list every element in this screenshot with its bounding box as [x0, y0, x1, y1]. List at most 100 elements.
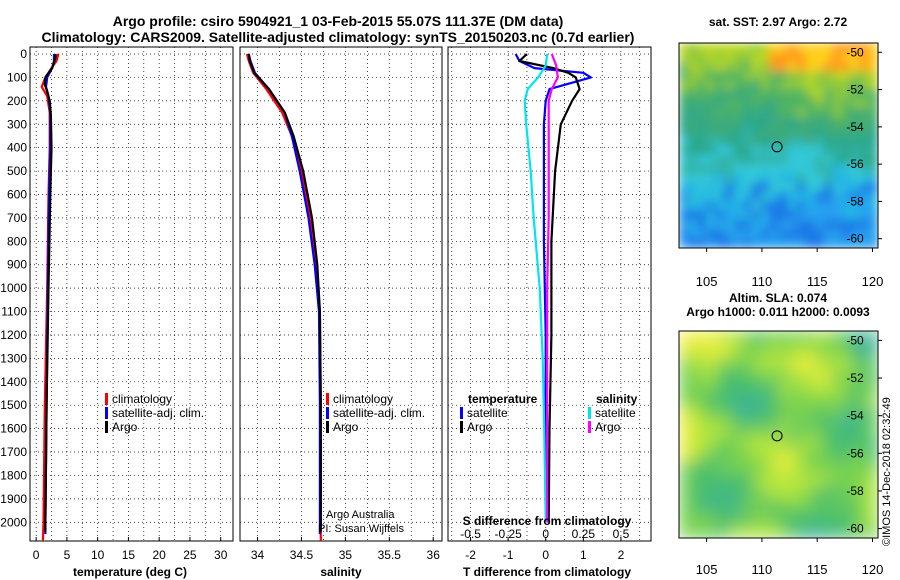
heatmap-cell — [865, 434, 878, 448]
heatmap-cell — [805, 182, 816, 193]
heatmap-cell — [805, 80, 816, 91]
argo-location-marker-sla — [771, 430, 783, 442]
s-difference-label: S difference from climatology — [463, 514, 632, 528]
heatmap-cell — [679, 98, 689, 109]
heatmap-cell — [688, 52, 698, 63]
heatmap-cell — [679, 173, 689, 184]
heatmap-cell — [850, 220, 861, 230]
heatmap-cell — [823, 164, 834, 174]
heatmap-cell — [715, 182, 725, 193]
map-y-tick-label: -58 — [846, 484, 864, 498]
heatmap-cell — [814, 136, 825, 147]
heatmap-cell — [679, 71, 689, 81]
heatmap-cell — [865, 486, 878, 500]
heatmap-cell — [869, 238, 878, 248]
heatmap-cell — [751, 145, 761, 156]
heatmap-cell — [828, 343, 842, 358]
sla-map-title: Altim. SLA: 0.074 — [729, 291, 827, 305]
map-y-tick-label: -50 — [846, 45, 864, 59]
heatmap-cell — [787, 238, 798, 248]
heatmap-cell — [859, 164, 870, 174]
heatmap-cell — [778, 136, 789, 147]
heatmap-cell — [787, 108, 798, 119]
heatmap-cell — [715, 145, 725, 156]
heatmap-cell — [832, 173, 843, 184]
x-tick-label: 30 — [214, 548, 228, 562]
map-x-tick-label: 105 — [696, 562, 718, 577]
heatmap-cell — [796, 80, 807, 91]
heatmap-cell — [869, 117, 878, 128]
depth-tick-label: 0 — [20, 47, 27, 61]
heatmap-cell — [814, 126, 825, 137]
s-difference-x-ticks: -0.5 -0.25 0 0.25 0.5 — [460, 527, 629, 541]
heatmap-cell — [716, 408, 730, 423]
heatmap-cell — [742, 220, 752, 230]
map-y-tick-label: -58 — [846, 194, 864, 208]
heatmap-cell — [803, 434, 817, 448]
depth-tick-label: 1400 — [0, 375, 27, 389]
heatmap-cell — [803, 525, 817, 538]
heatmap-cell — [742, 210, 752, 221]
heatmap-cell — [787, 80, 798, 91]
heatmap-cell — [703, 434, 717, 448]
heatmap-cell — [859, 173, 870, 184]
temperature-x-ticks: 0 5 10 15 20 25 30 — [33, 537, 228, 562]
heatmap-cell — [751, 117, 761, 128]
heatmap-cell — [679, 136, 689, 147]
heatmap-cell — [766, 499, 780, 513]
x-tick-label: 35 — [339, 548, 353, 562]
heatmap-cell — [715, 126, 725, 137]
heatmap-cell — [766, 434, 780, 448]
heatmap-cell — [691, 512, 705, 526]
heatmap-cell — [840, 512, 854, 526]
heatmap-cell — [716, 525, 730, 538]
heatmap-cell — [841, 201, 852, 212]
heatmap-cell — [691, 447, 705, 461]
heatmap-cell — [703, 525, 717, 538]
heatmap-cell — [796, 52, 807, 63]
heatmap-cell — [823, 136, 834, 147]
heatmap-cell — [724, 136, 734, 147]
heatmap-cell — [828, 473, 842, 487]
heatmap-cell — [769, 238, 780, 248]
sst-map-frame — [678, 42, 879, 249]
heatmap-cell — [766, 512, 780, 526]
heatmap-cell — [869, 173, 878, 184]
heatmap-cell — [724, 201, 734, 212]
heatmap-cell — [840, 382, 854, 397]
heatmap-cell — [742, 71, 752, 81]
heatmap-cell — [688, 182, 698, 193]
heatmap-cell — [865, 343, 878, 358]
heatmap-cell — [766, 331, 780, 345]
heatmap-cell — [805, 61, 816, 72]
heatmap-cell — [814, 164, 825, 174]
heatmap-cell — [805, 164, 816, 174]
heatmap-cell — [703, 447, 717, 461]
heatmap-cell — [853, 343, 867, 358]
heatmap-cell — [716, 382, 730, 397]
heatmap-cell — [742, 238, 752, 248]
heatmap-cell — [728, 356, 742, 371]
heatmap-cell — [790, 512, 804, 526]
heatmap-cell — [859, 192, 870, 202]
heatmap-cell — [778, 164, 789, 174]
temperature-panel: 0 5 10 15 20 25 30 0 100 200 300 400 500 600 700 800 90… — [0, 46, 234, 579]
heatmap-cell — [803, 421, 817, 436]
series-line-temperature-satellite — [514, 53, 593, 523]
heatmap-cell — [841, 43, 852, 53]
heatmap-cell — [697, 52, 707, 63]
heatmap-cell — [706, 98, 716, 109]
heatmap-cell — [742, 229, 752, 240]
heatmap-cell — [850, 89, 861, 100]
heatmap-cell — [823, 238, 834, 248]
legend-swatch-s-satellite — [588, 407, 591, 419]
heatmap-cell — [787, 201, 798, 212]
heatmap-cell — [796, 164, 807, 174]
heatmap-cell — [706, 108, 716, 119]
heatmap-cell — [787, 126, 798, 137]
heatmap-cell — [679, 343, 692, 358]
heatmap-cell — [691, 434, 705, 448]
heatmap-cell — [853, 434, 867, 448]
heatmap-cell — [679, 43, 689, 53]
heatmap-cell — [778, 192, 789, 202]
